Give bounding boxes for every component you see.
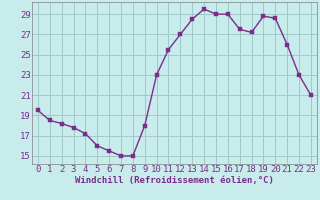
X-axis label: Windchill (Refroidissement éolien,°C): Windchill (Refroidissement éolien,°C): [75, 176, 274, 185]
